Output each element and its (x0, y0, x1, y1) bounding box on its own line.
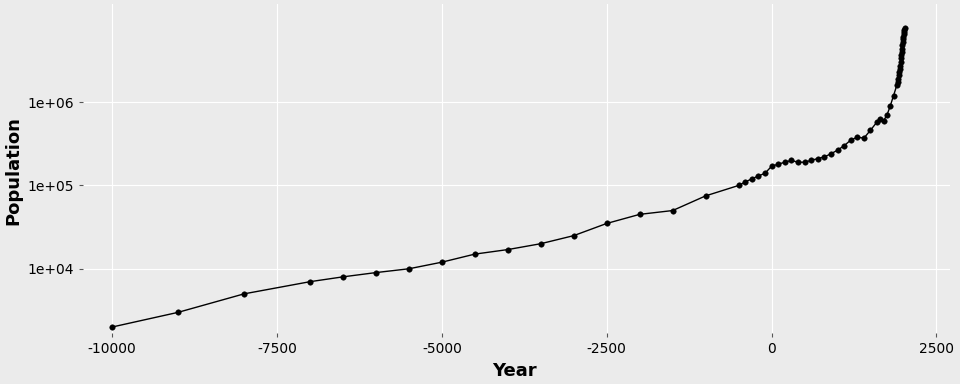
X-axis label: Year: Year (492, 362, 537, 380)
Y-axis label: Population: Population (4, 116, 22, 225)
